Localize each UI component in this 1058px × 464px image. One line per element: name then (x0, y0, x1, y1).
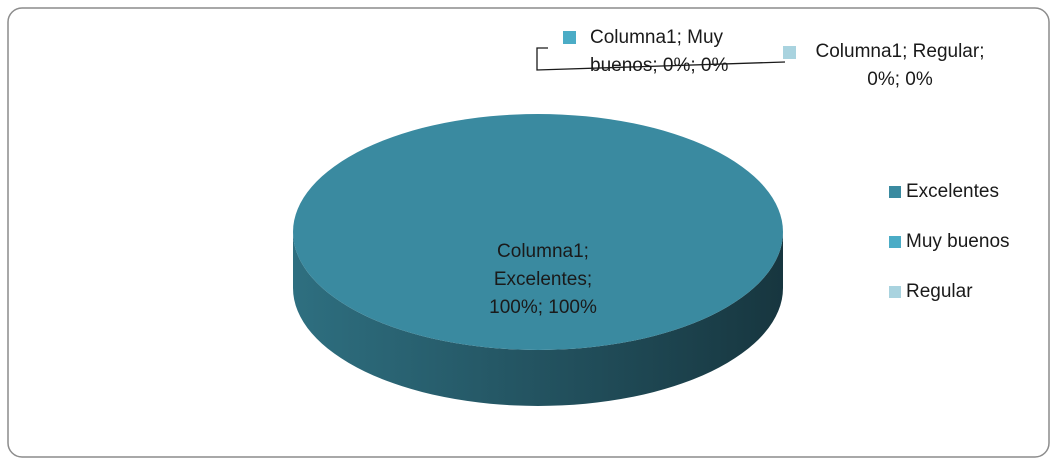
legend-swatch (889, 236, 901, 248)
legend-label: Muy buenos (906, 231, 1010, 252)
legend-label: Excelentes (906, 181, 999, 202)
legend-swatch (889, 186, 901, 198)
data-label: Columna1; Muy buenos; 0%; 0% (590, 27, 729, 76)
label-marker (563, 31, 576, 44)
data-label: Columna1; Excelentes; 100%; 100% (489, 241, 597, 318)
pie-side (293, 232, 783, 406)
legend-swatch (889, 286, 901, 298)
label-marker (783, 46, 796, 59)
leader-line (536, 47, 786, 71)
legend-label: Regular (906, 281, 973, 302)
pie-slice (293, 114, 783, 350)
data-label: Columna1; Regular; 0%; 0% (815, 41, 985, 90)
